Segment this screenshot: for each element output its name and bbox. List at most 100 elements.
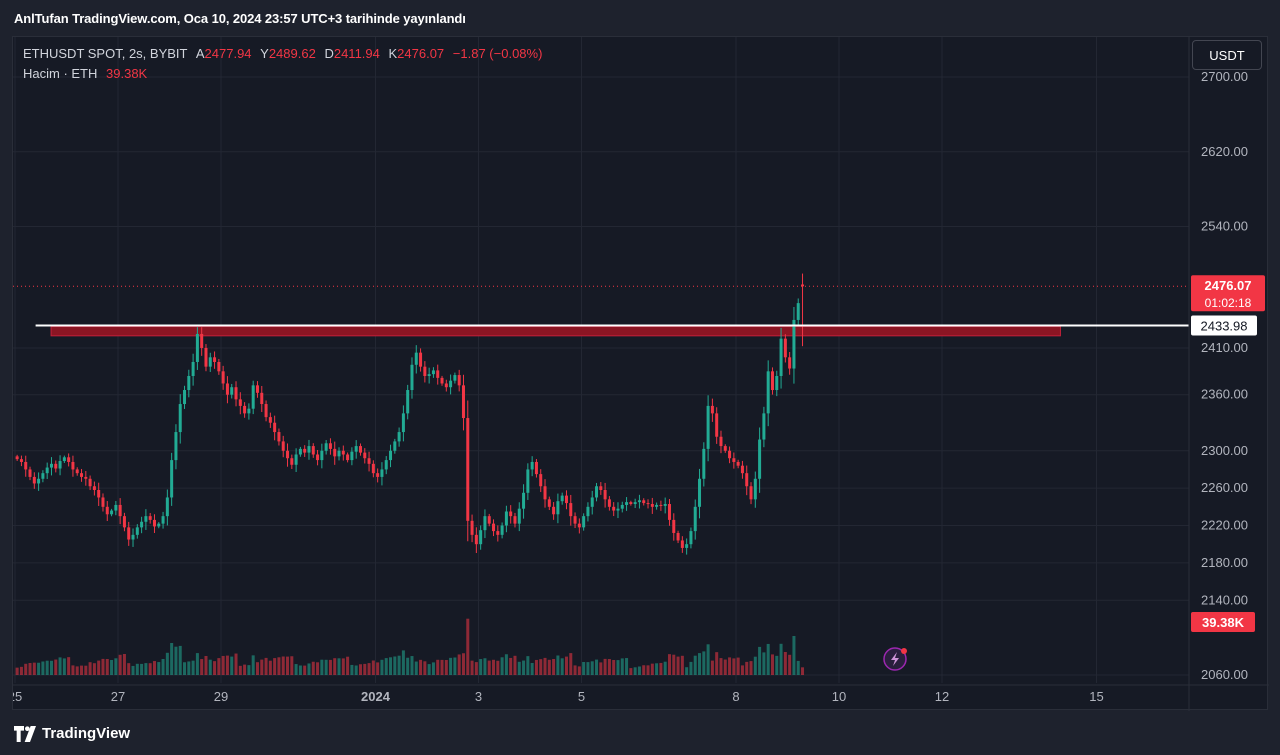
- candle-body: [371, 463, 375, 474]
- chart-canvas[interactable]: 2700.00 2620.00 2540.00 2410.00 2360.00 2300.…: [13, 37, 1269, 711]
- volume-bar: [582, 662, 586, 675]
- candle-body: [758, 439, 762, 479]
- volume-bar: [157, 662, 161, 675]
- candle-body: [560, 495, 564, 502]
- candle-body: [457, 375, 461, 386]
- volume-bar: [273, 658, 277, 675]
- time-tick-label: 3: [475, 689, 482, 704]
- candle-body: [32, 476, 36, 484]
- volume-bar: [406, 657, 410, 675]
- candle-body: [49, 463, 53, 468]
- volume-bar: [376, 662, 380, 675]
- publish-header: AnlTufan TradingView.com, Oca 10, 2024 2…: [0, 0, 1280, 36]
- volume-bar: [393, 656, 397, 675]
- candle-body: [595, 486, 599, 498]
- time-tick-label: 27: [111, 689, 125, 704]
- candle-body: [178, 404, 182, 433]
- volume-bar: [200, 659, 204, 675]
- volume-bar: [736, 657, 740, 675]
- candle-body: [286, 450, 290, 459]
- volume-bar: [762, 652, 766, 675]
- volume-bar: [770, 654, 774, 675]
- legend-close: 2476.07: [397, 46, 445, 61]
- volume-bar: [333, 658, 337, 675]
- volume-bar: [350, 664, 354, 675]
- candle-body: [67, 457, 71, 462]
- candle-body: [792, 319, 796, 369]
- candle-body: [311, 446, 315, 455]
- candle-body: [775, 376, 779, 391]
- candle-body: [401, 413, 405, 433]
- volume-bar: [230, 656, 234, 675]
- volume-bar: [174, 646, 178, 675]
- candle-body: [543, 486, 547, 500]
- candle-body: [419, 352, 423, 367]
- volume-bar: [728, 657, 732, 675]
- volume-bar: [513, 655, 517, 675]
- tradingview-logo[interactable]: TradingView: [14, 725, 130, 742]
- volume-badge: [1191, 612, 1255, 632]
- legend-volume-row[interactable]: Hacim · ETH 39.38K: [23, 66, 542, 86]
- candle-body: [191, 361, 195, 376]
- volume-bar: [783, 652, 787, 675]
- legend-low-label: D: [324, 46, 334, 61]
- price-lines: [13, 285, 1189, 327]
- candle-body: [547, 499, 551, 507]
- chart-pane[interactable]: 2700.00 2620.00 2540.00 2410.00 2360.00 2300.…: [12, 36, 1269, 711]
- volume-bar: [183, 662, 187, 675]
- volume-bar: [440, 659, 444, 675]
- legend-change: −1.87 (−0.08%): [452, 46, 543, 61]
- candle-body: [58, 461, 62, 469]
- time-tick-label: 25: [13, 689, 22, 704]
- volume-bar: [281, 656, 285, 675]
- candle-body: [264, 404, 268, 418]
- candle-body: [234, 387, 238, 400]
- volume-bar: [436, 659, 440, 675]
- candle-body: [603, 489, 607, 500]
- candle-body: [354, 446, 358, 452]
- volume-bar: [341, 658, 345, 675]
- flash-icon[interactable]: [883, 647, 907, 671]
- volume-bar: [663, 661, 667, 675]
- currency-button[interactable]: USDT: [1192, 40, 1262, 70]
- candle-body: [213, 357, 217, 362]
- candle-body: [238, 399, 242, 406]
- time-axis[interactable]: 25 27 29 2024 3 5 8 10 12 15: [13, 684, 1269, 704]
- candle-body: [625, 502, 629, 505]
- candle-body: [487, 516, 491, 524]
- candle-body: [599, 486, 603, 490]
- candle-body: [195, 333, 199, 362]
- time-tick-label: 10: [832, 689, 846, 704]
- candle-body: [358, 446, 362, 453]
- candle-body: [54, 463, 58, 469]
- legend-ohlc-row[interactable]: ETHUSDT SPOT, 2s, BYBIT A2477.94 Y2489.6…: [23, 46, 542, 66]
- volume-bar: [367, 663, 371, 675]
- candle-body: [320, 450, 324, 461]
- candle-body: [436, 370, 440, 378]
- price-tick-label: 2410.00: [1201, 340, 1248, 355]
- volume-bar: [37, 662, 41, 675]
- candle-body: [221, 371, 225, 384]
- legend-volume-value: 39.38K: [106, 66, 148, 81]
- candle-body: [655, 504, 659, 507]
- price-axis[interactable]: 2700.00 2620.00 2540.00 2410.00 2360.00 2300.…: [1188, 37, 1248, 711]
- volume-bar: [607, 659, 611, 675]
- time-tick-label: 2024: [361, 689, 391, 704]
- candle-body: [431, 370, 435, 375]
- volume-bar: [676, 656, 680, 675]
- volume-bar: [414, 661, 418, 675]
- volume-bar: [191, 660, 195, 675]
- candle-body: [303, 448, 307, 453]
- candle-body: [187, 376, 191, 391]
- candle-body: [273, 422, 277, 433]
- volume-bar: [401, 650, 405, 675]
- volume-bar: [801, 667, 805, 675]
- volume-bar: [655, 663, 659, 675]
- price-tick-label: 2540.00: [1201, 219, 1248, 234]
- volume-bar: [492, 659, 496, 675]
- candle-body: [247, 408, 251, 414]
- volume-bar: [504, 654, 508, 675]
- volume-bar: [24, 663, 28, 675]
- candle-body: [663, 504, 667, 506]
- volume-bar: [187, 661, 191, 675]
